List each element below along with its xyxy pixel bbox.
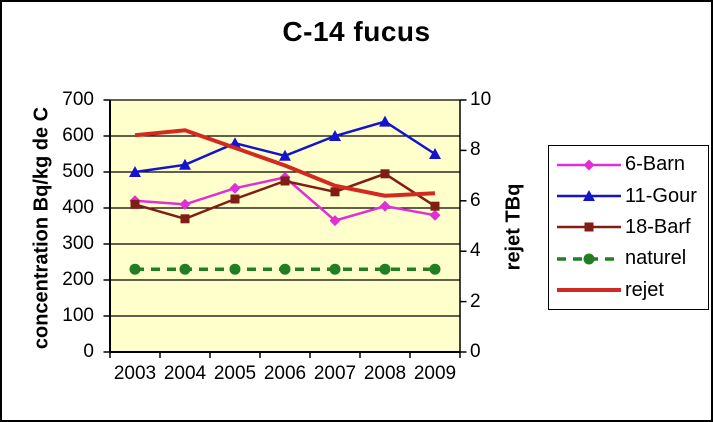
legend-label: 18-Barf: [625, 215, 691, 238]
x-axis-tick-label: 2009: [413, 363, 457, 384]
x-axis-tick-label: 2006: [263, 363, 307, 384]
data-point-marker: [429, 148, 441, 159]
data-point-marker: [179, 198, 191, 210]
data-point-marker: [379, 200, 391, 212]
legend: 6-Barn 11-Gour 18-Barf naturel rejet: [548, 145, 709, 310]
left-axis-tick-label: 500: [62, 161, 94, 182]
right-axis-tick-label: 6: [470, 189, 481, 211]
data-point-marker: [279, 149, 291, 161]
right-axis-tick-label: 2: [470, 290, 481, 312]
data-point-marker: [583, 159, 595, 171]
legend-sample-naturel: [557, 253, 621, 265]
series-line-rejet: [134, 128, 436, 198]
left-axis-tick-label: 200: [62, 269, 94, 290]
chart-title: C-14 fucus: [282, 16, 431, 47]
x-axis-tick-label: 2003: [113, 363, 157, 384]
left-axis-tick-label: 700: [62, 89, 94, 110]
legend-sample-11-gour: [557, 190, 621, 202]
legend-sample-18-barf: [557, 222, 621, 232]
data-point-marker: [329, 263, 341, 275]
x-axis-tick-label: 2004: [163, 363, 207, 384]
data-point-marker: [430, 201, 440, 211]
left-axis-tick-label: 100: [62, 305, 94, 326]
legend-item-6-barn: 6-Barn: [556, 153, 706, 176]
data-point-marker: [280, 176, 290, 186]
data-point-marker: [329, 130, 341, 141]
legend-item-naturel: naturel: [556, 247, 706, 270]
data-point-marker: [179, 158, 191, 170]
left-axis-tick-label: 600: [62, 125, 94, 146]
legend-item-11-gour: 11-Gour: [556, 185, 706, 208]
data-point-marker: [129, 263, 141, 275]
legend-label: 11-Gour: [625, 184, 697, 207]
x-axis-tick-label: 2007: [313, 363, 357, 384]
left-axis-tick-label: 300: [62, 233, 94, 254]
data-point-marker: [229, 263, 241, 275]
data-point-marker: [379, 115, 391, 127]
data-point-marker: [429, 209, 441, 221]
data-point-marker: [230, 194, 240, 204]
right-axis-tick-label: 4: [470, 240, 481, 262]
data-point-marker: [429, 263, 441, 275]
legend-item-rejet: rejet: [556, 279, 706, 302]
data-point-marker: [279, 263, 291, 275]
legend-item-18-barf: 18-Barf: [556, 216, 706, 239]
left-axis-tick-label: 400: [62, 197, 94, 218]
legend-label: 6-Barn: [625, 153, 686, 176]
data-point-marker: [584, 222, 594, 232]
data-point-marker: [583, 190, 595, 202]
legend-label: naturel: [625, 247, 687, 270]
data-point-marker: [129, 166, 141, 177]
plot-background: [110, 100, 460, 352]
legend-label: rejet: [625, 278, 664, 301]
x-axis-tick-label: 2008: [363, 363, 407, 384]
data-point-marker: [329, 215, 341, 227]
right-axis-tick-label: 8: [470, 139, 481, 161]
data-point-marker: [130, 199, 140, 209]
legend-sample-6-barn: [557, 159, 621, 171]
data-point-marker: [330, 187, 340, 197]
right-axis-tick-label: 10: [470, 89, 492, 110]
data-point-marker: [379, 263, 391, 275]
legend-sample-rejet: [557, 288, 621, 293]
x-axis-tick-label: 2005: [213, 363, 257, 384]
data-point-marker: [380, 169, 390, 179]
data-point-marker: [179, 263, 191, 275]
left-axis-tick-label: 0: [83, 341, 94, 362]
data-point-marker: [583, 253, 595, 265]
right-axis-tick-label: 0: [470, 341, 481, 362]
data-point-marker: [180, 214, 190, 224]
data-point-marker: [229, 182, 241, 194]
